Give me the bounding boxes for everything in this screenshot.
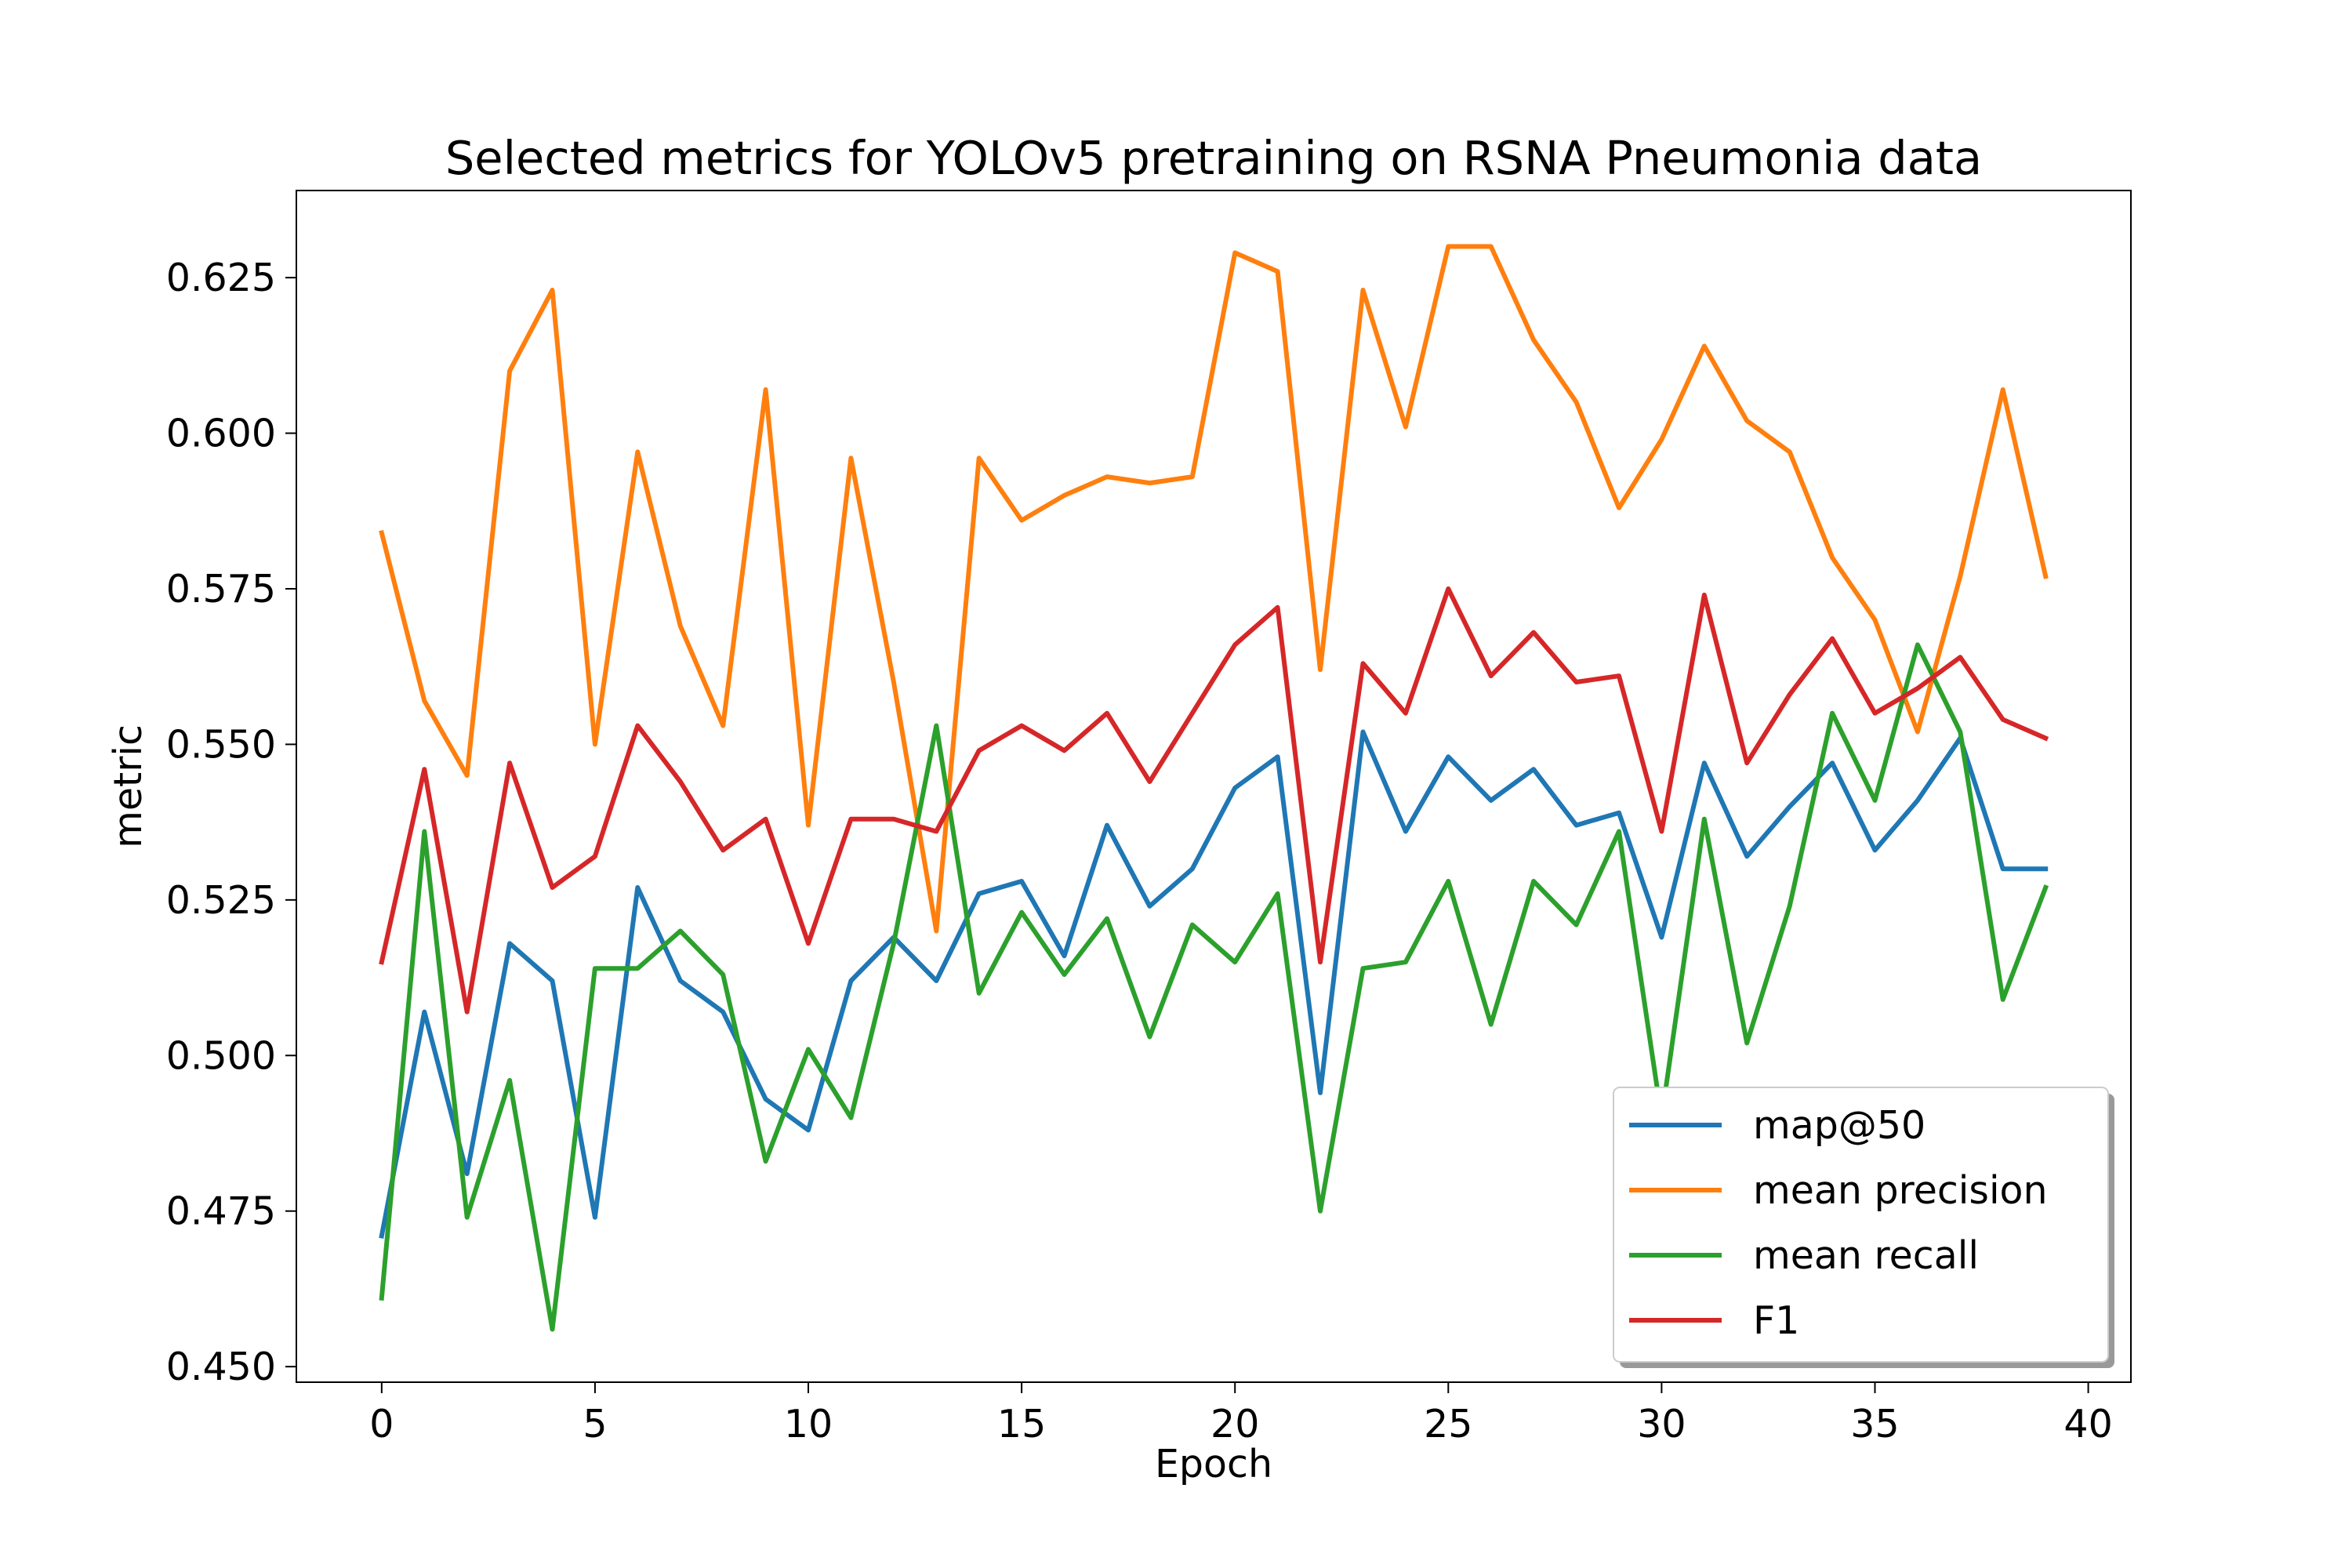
legend-label-3: F1 bbox=[1753, 1298, 1799, 1343]
x-tick-label: 35 bbox=[1850, 1402, 1899, 1446]
y-tick-label: 0.575 bbox=[166, 567, 276, 612]
chart-title: Selected metrics for YOLOv5 pretraining … bbox=[445, 131, 1982, 185]
x-tick-label: 30 bbox=[1637, 1402, 1686, 1446]
plot-frame bbox=[296, 190, 2132, 1383]
series-line-0 bbox=[379, 729, 2049, 1240]
x-tick-label: 5 bbox=[583, 1402, 607, 1446]
y-tick-label: 0.500 bbox=[166, 1033, 276, 1078]
y-tick-label: 0.525 bbox=[166, 878, 276, 923]
legend-label-1: mean precision bbox=[1753, 1168, 2048, 1213]
y-tick-label: 0.625 bbox=[166, 256, 276, 300]
legend-box bbox=[1613, 1087, 2109, 1363]
y-tick-label: 0.450 bbox=[166, 1345, 276, 1389]
legend-label-0: map@50 bbox=[1753, 1103, 1926, 1148]
x-tick-label: 0 bbox=[369, 1402, 394, 1446]
x-tick-label: 20 bbox=[1210, 1402, 1259, 1446]
y-axis-label: metric bbox=[106, 724, 151, 848]
y-axis: 0.450 0.475 0.500 0.525 0.550 0.575 0.600 0.625 bbox=[166, 256, 296, 1389]
series-layer bbox=[379, 244, 2049, 1332]
legend: map@50 mean precision mean recall F1 bbox=[1613, 1087, 2114, 1368]
series-line-1 bbox=[379, 244, 2049, 934]
y-tick-label: 0.600 bbox=[166, 412, 276, 456]
series-line-2 bbox=[379, 642, 2049, 1332]
x-axis-label: Epoch bbox=[1155, 1442, 1272, 1486]
legend-label-2: mean recall bbox=[1753, 1233, 1979, 1278]
x-tick-label: 15 bbox=[997, 1402, 1046, 1446]
x-tick-label: 10 bbox=[784, 1402, 833, 1446]
x-tick-label: 25 bbox=[1424, 1402, 1472, 1446]
y-tick-label: 0.550 bbox=[166, 722, 276, 767]
x-tick-label: 40 bbox=[2063, 1402, 2112, 1446]
series-line-3 bbox=[379, 586, 2049, 1014]
x-axis: 0 5 10 15 20 25 30 35 40 bbox=[369, 1382, 2113, 1446]
y-tick-label: 0.475 bbox=[166, 1189, 276, 1234]
plot-area bbox=[296, 190, 2132, 1383]
